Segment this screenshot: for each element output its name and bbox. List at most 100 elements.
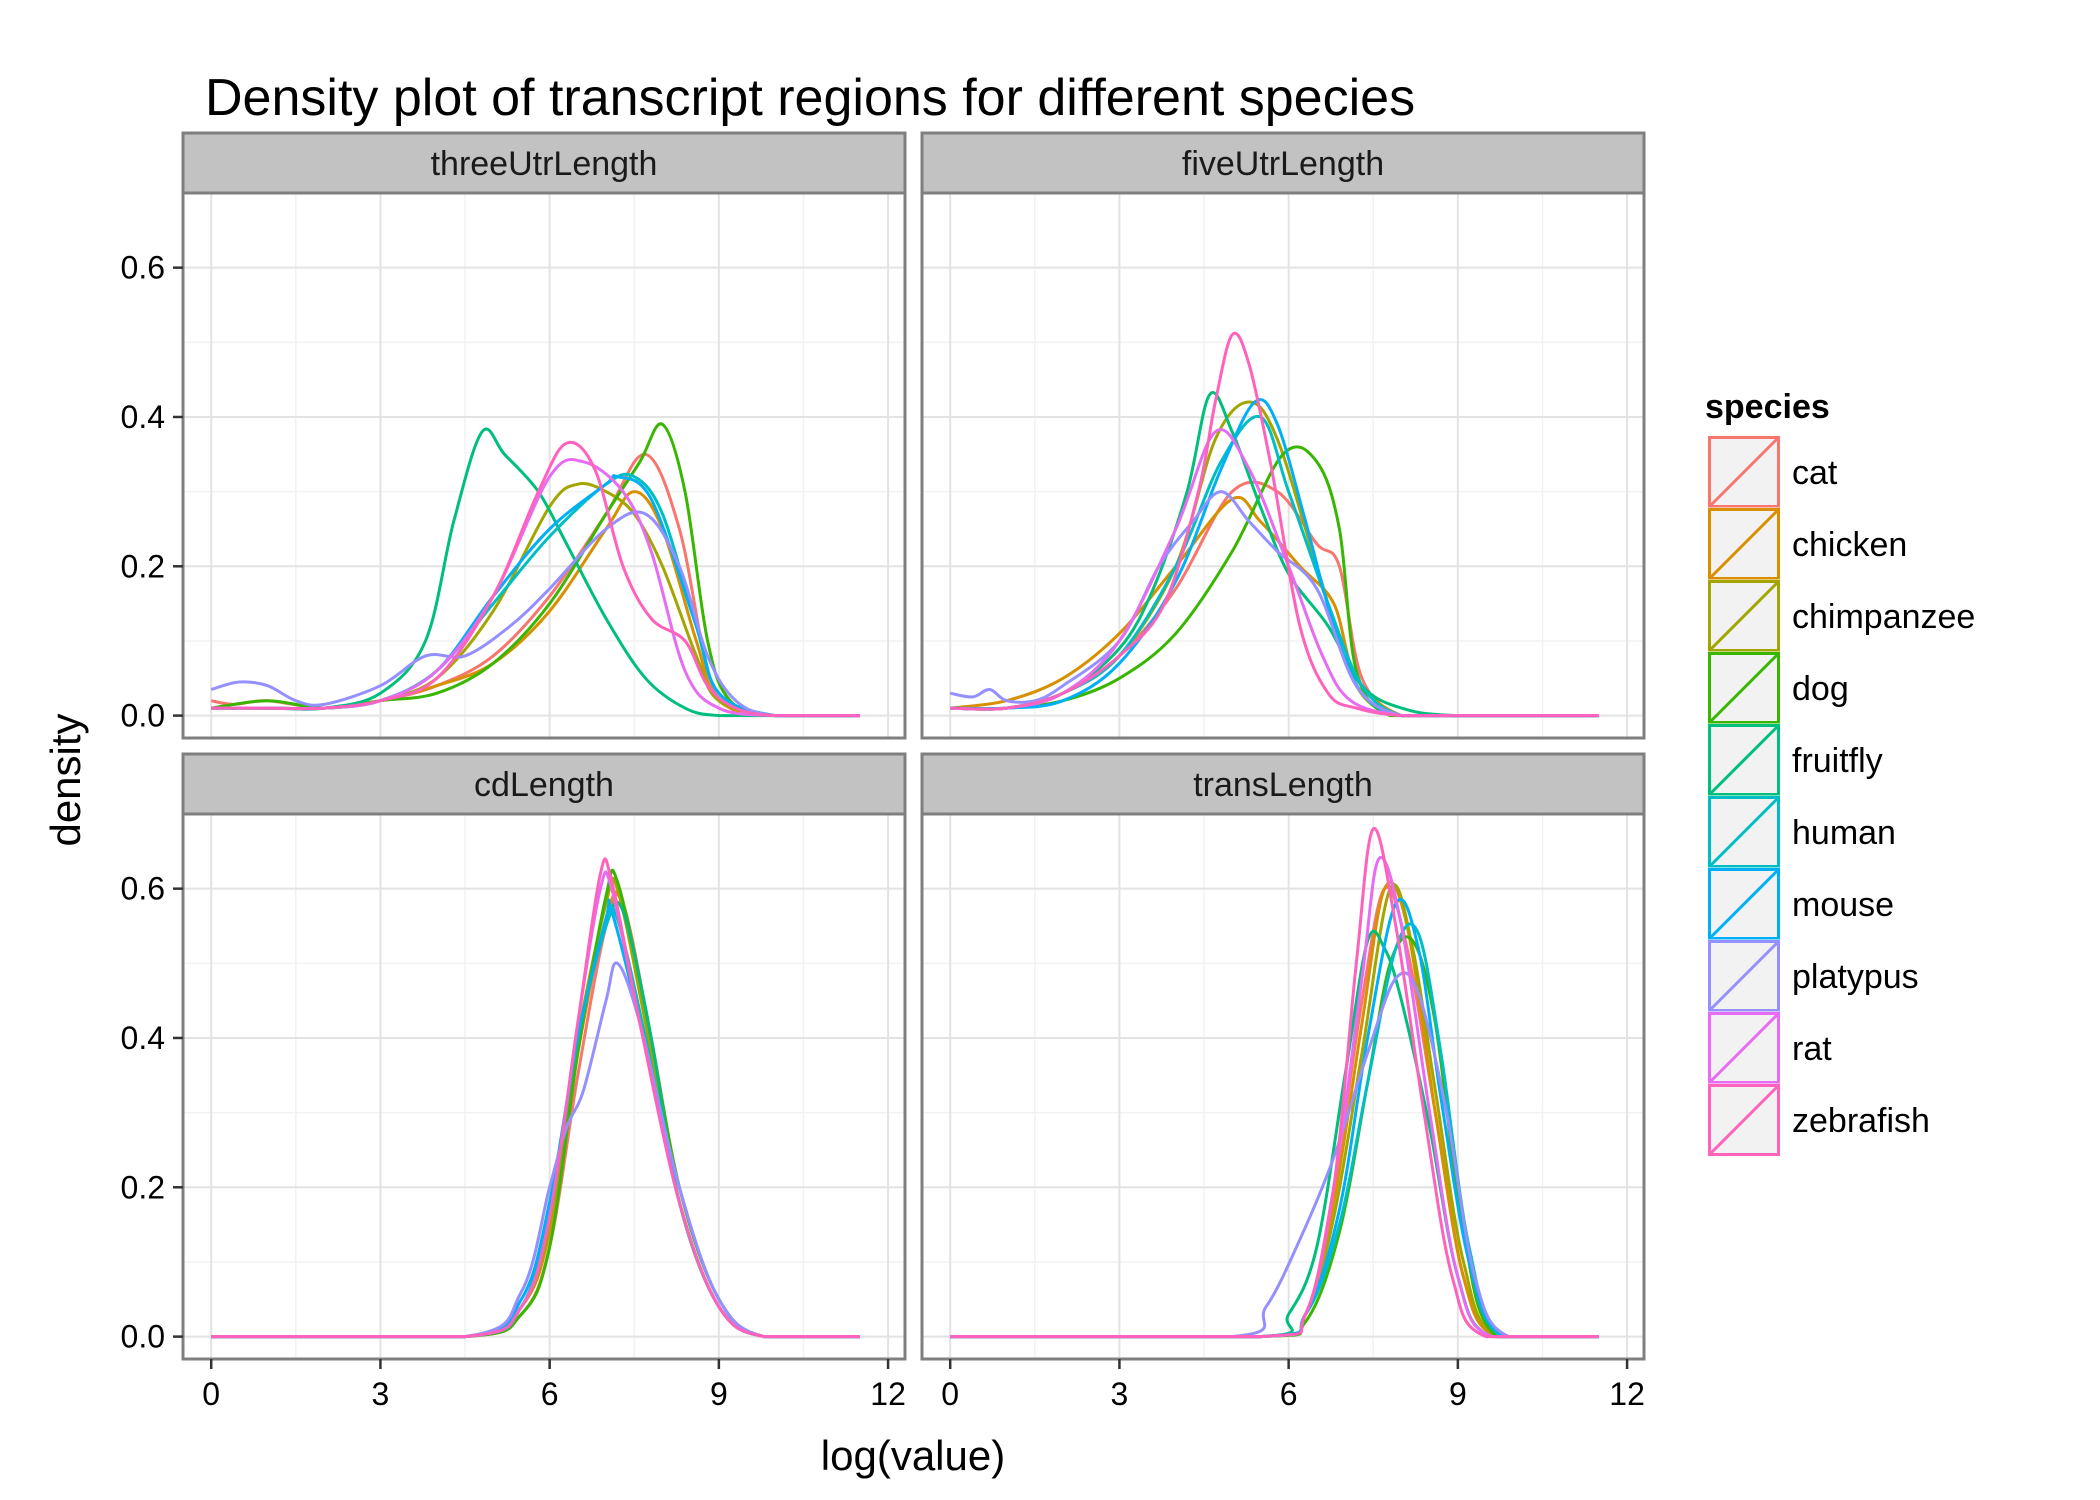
series-lines (949, 331, 1599, 718)
legend-item-chimpanzee: chimpanzee (1707, 579, 1975, 653)
legend-item-mouse: mouse (1707, 867, 1894, 941)
legend-key-outline (1708, 1084, 1780, 1156)
panel-background (183, 193, 905, 738)
grid-lines (922, 814, 1644, 1359)
legend-key-outline (1708, 796, 1780, 868)
legend-label: chimpanzee (1792, 598, 1975, 636)
x-tick-label: 9 (710, 1376, 728, 1412)
panel-border (920, 191, 1646, 740)
panel-border (920, 812, 1646, 1361)
legend-item-rat: rat (1707, 1011, 1832, 1085)
x-axis-title: log(value) (821, 1432, 1005, 1479)
legend-label: rat (1792, 1030, 1832, 1068)
legend-label: chicken (1792, 526, 1907, 564)
legend-label: zebrafish (1792, 1102, 1930, 1140)
legend-key-line (1709, 797, 1779, 867)
legend-label: human (1792, 814, 1896, 852)
legend-key-outline (1708, 1012, 1780, 1084)
legend: species cat chicken chimpanzee dog fruitfly h… (1705, 388, 1975, 1157)
panel-threeUtrLength: threeUtrLength (181, 131, 907, 740)
strip-label: fiveUtrLength (1182, 145, 1384, 183)
x-tick-label: 0 (941, 1376, 959, 1412)
series-lines (210, 422, 860, 718)
legend-key-line (1709, 1013, 1779, 1083)
y-tick-label: 0.2 (121, 548, 165, 584)
legend-item-chicken: chicken (1707, 507, 1907, 581)
strip-label: transLength (1193, 766, 1373, 804)
legend-key-outline (1708, 580, 1780, 652)
legend-item-zebrafish: zebrafish (1707, 1083, 1930, 1157)
series-line-zebrafish (211, 857, 860, 1339)
legend-key-line (1709, 1085, 1779, 1155)
panel-background (183, 814, 905, 1359)
y-tick-label: 0.4 (121, 399, 165, 435)
y-tick-label: 0.6 (121, 250, 165, 286)
chart-title: Density plot of transcript regions for d… (205, 69, 1415, 127)
legend-key-outline (1708, 652, 1780, 724)
panel-background (922, 193, 1644, 738)
series-line-zebrafish (950, 827, 1599, 1339)
legend-item-fruitfly: fruitfly (1707, 723, 1883, 797)
legend-key-line (1709, 581, 1779, 651)
legend-key-outline (1708, 724, 1780, 796)
x-tick-label: 12 (870, 1376, 906, 1412)
grid-lines (183, 814, 905, 1359)
x-tick-label: 0 (202, 1376, 220, 1412)
x-tick-label: 3 (1111, 1376, 1129, 1412)
strip-background (181, 752, 907, 816)
legend-label: cat (1792, 454, 1838, 492)
panel-background (922, 814, 1644, 1359)
y-tick-label: 0.2 (121, 1169, 165, 1205)
legend-key-outline (1708, 940, 1780, 1012)
legend-key-outline (1708, 436, 1780, 508)
panel-border (181, 812, 907, 1361)
x-tick-label: 12 (1609, 1376, 1645, 1412)
legend-label: platypus (1792, 958, 1919, 996)
legend-key-line (1709, 869, 1779, 939)
axes-layer: 0.0 0.2 0.4 0.6 0.0 0.2 0.4 0.6 0 3 6 9 12 0 3 6 9 12 (121, 250, 1645, 1412)
strip-background (920, 752, 1646, 816)
strip-label: cdLength (474, 766, 614, 804)
legend-label: dog (1792, 670, 1849, 708)
y-tick-label: 0.0 (121, 698, 165, 734)
strip-background (181, 131, 907, 195)
y-tick-label: 0.4 (121, 1020, 165, 1056)
legend-label: fruitfly (1792, 742, 1883, 780)
legend-title: species (1705, 388, 1830, 426)
legend-label: mouse (1792, 886, 1894, 924)
panel-border (181, 191, 907, 740)
legend-key-line (1709, 653, 1779, 723)
x-tick-label: 9 (1449, 1376, 1467, 1412)
legend-item-human: human (1707, 795, 1896, 869)
legend-key-line (1709, 437, 1779, 507)
panel-cdLength: cdLength (181, 752, 907, 1361)
series-line-fruitfly (950, 391, 1599, 718)
series-line-zebrafish (211, 440, 860, 718)
series-line-platypus (210, 510, 860, 718)
y-tick-label: 0.6 (121, 871, 165, 907)
series-line-platypus (949, 490, 1599, 718)
panels-layer: threeUtrLength fiveUtrLength cdLength trans… (181, 131, 1646, 1361)
y-axis-title: density (42, 713, 89, 846)
x-tick-label: 3 (372, 1376, 390, 1412)
x-tick-label: 6 (541, 1376, 559, 1412)
x-tick-label: 6 (1280, 1376, 1298, 1412)
legend-key-outline (1708, 868, 1780, 940)
legend-key-line (1709, 941, 1779, 1011)
panel-fiveUtrLength: fiveUtrLength (920, 131, 1646, 740)
legend-item-cat: cat (1707, 435, 1838, 509)
series-line-fruitfly (211, 427, 860, 718)
series-line-platypus (211, 961, 860, 1339)
legend-item-dog: dog (1707, 651, 1849, 725)
strip-background (920, 131, 1646, 195)
strip-label: threeUtrLength (431, 145, 658, 183)
legend-key-line (1709, 509, 1779, 579)
series-line-zebrafish (950, 331, 1599, 718)
panel-transLength: transLength (920, 752, 1646, 1361)
series-line-platypus (950, 971, 1599, 1339)
series-lines (211, 857, 860, 1339)
y-tick-label: 0.0 (121, 1319, 165, 1355)
legend-key-outline (1708, 508, 1780, 580)
series-lines (950, 827, 1599, 1339)
